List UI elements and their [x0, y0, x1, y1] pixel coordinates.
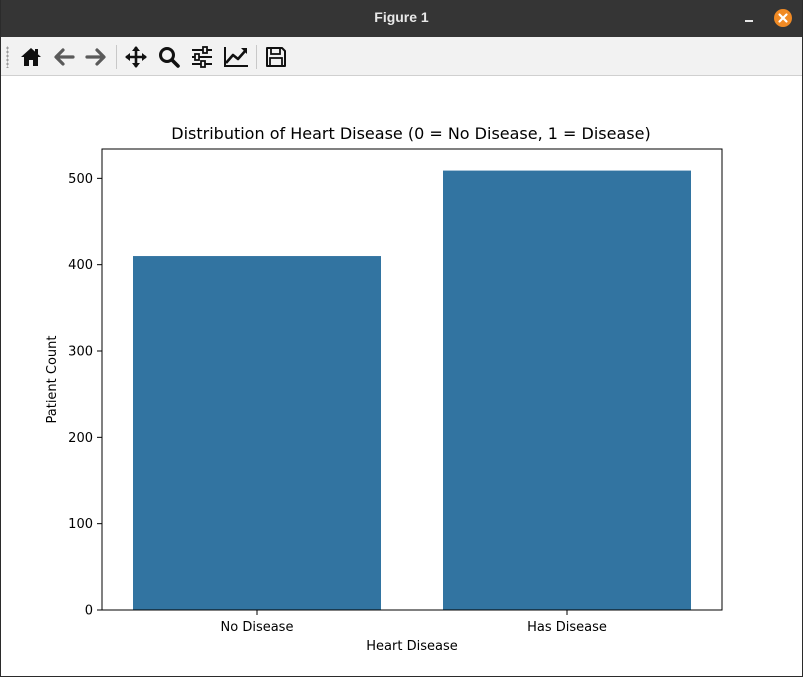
close-icon [778, 13, 788, 23]
x-tick-label: No Disease [221, 620, 294, 635]
navigation-toolbar [1, 37, 802, 76]
home-button[interactable] [17, 43, 45, 71]
bar-1 [443, 170, 691, 610]
y-tick-label: 100 [68, 517, 93, 532]
minimize-button[interactable] [742, 10, 758, 26]
plot-canvas[interactable]: Distribution of Heart Disease (0 = No Di… [1, 76, 802, 676]
save-figure-button[interactable] [262, 43, 290, 71]
zoom-button[interactable] [155, 43, 183, 71]
edit-axis-button[interactable] [221, 43, 249, 71]
chart-title: Distribution of Heart Disease (0 = No Di… [171, 124, 650, 143]
toolbar-grip[interactable] [6, 46, 9, 68]
configure-subplots-icon [192, 46, 212, 68]
configure-subplots-button[interactable] [188, 43, 216, 71]
bars-group [133, 170, 691, 610]
y-tick-label: 0 [85, 604, 93, 619]
forward-arrow-icon [85, 48, 106, 66]
pan-move-icon [125, 46, 147, 68]
x-axis: No Disease Has Disease [221, 610, 607, 635]
forward-button[interactable] [82, 43, 110, 71]
y-tick-label: 300 [68, 345, 93, 360]
y-tick-label: 200 [68, 431, 93, 446]
bar-0 [133, 256, 381, 610]
toolbar-separator [116, 45, 117, 69]
y-tick-label: 500 [68, 172, 93, 187]
axes-frame [101, 148, 723, 611]
home-icon [21, 48, 41, 66]
toolbar-separator [256, 45, 257, 69]
close-button[interactable] [774, 9, 792, 27]
x-tick-label: Has Disease [527, 620, 607, 635]
back-button[interactable] [50, 43, 78, 71]
pan-button[interactable] [122, 43, 150, 71]
y-axis-label: Patient Count [45, 335, 60, 423]
bar-chart: Distribution of Heart Disease (0 = No Di… [45, 124, 723, 654]
x-axis-label: Heart Disease [366, 639, 457, 654]
window-title: Figure 1 [374, 9, 429, 25]
save-figure-icon [266, 47, 286, 67]
back-arrow-icon [54, 48, 75, 66]
edit-axis-icon [224, 47, 248, 67]
zoom-magnifier-icon [159, 47, 180, 68]
y-tick-label: 400 [68, 258, 93, 273]
y-axis: 0 100 200 300 400 500 [68, 172, 102, 619]
title-bar[interactable]: Figure 1 [1, 0, 802, 37]
